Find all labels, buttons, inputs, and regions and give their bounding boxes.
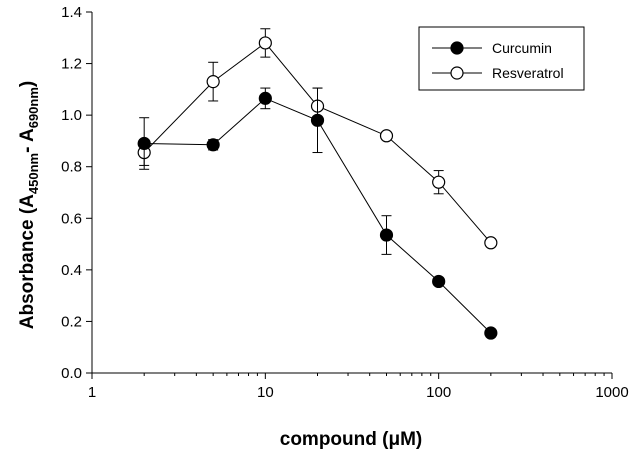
x-axis: 1 10 100 1000	[88, 373, 629, 401]
data-point-resveratrol	[484, 236, 498, 250]
legend-label-curcumin: Curcumin	[492, 40, 552, 56]
y-tick-label: 0.8	[61, 159, 82, 176]
data-point-resveratrol	[379, 129, 394, 143]
data-point-curcumin	[379, 228, 394, 242]
legend-marker-resveratrol	[450, 66, 464, 80]
data-point-curcumin	[206, 138, 220, 152]
x-tick-label: 10	[257, 384, 274, 401]
y-axis-title-main: Absorbance (A	[17, 194, 38, 329]
data-point-resveratrol	[206, 75, 220, 89]
y-axis-title-sub2: 690nm	[26, 87, 41, 128]
legend-box	[418, 26, 585, 91]
x-axis-title: compound (μM)	[280, 429, 422, 450]
y-tick-label: 1.2	[61, 56, 82, 73]
x-tick-label: 1000	[595, 384, 628, 401]
legend-label-resveratrol: Resveratrol	[492, 65, 564, 81]
y-tick-label: 0.6	[61, 210, 82, 227]
x-tick-label: 1	[88, 384, 96, 401]
y-tick-label: 0.2	[61, 313, 82, 330]
data-point-resveratrol	[258, 36, 272, 50]
plot-frame	[91, 12, 612, 374]
series-curcumin	[137, 87, 498, 340]
y-axis-title-sub1: 450nm	[26, 153, 41, 194]
data-point-curcumin	[137, 136, 151, 151]
y-tick-label: 0.0	[61, 365, 82, 382]
data-point-curcumin	[258, 91, 272, 105]
legend: Curcumin Resveratrol	[418, 26, 585, 91]
y-axis-title: Absorbance (A450nm- A690nm)	[17, 81, 41, 330]
x-tick-label: 100	[426, 384, 451, 401]
data-point-curcumin	[310, 113, 325, 127]
data-point-resveratrol	[432, 175, 446, 189]
y-axis: 0.0 0.2 0.4 0.6 0.8 1.0 1.2 1.4	[61, 4, 92, 382]
y-axis-title-end: )	[17, 81, 38, 87]
data-point-curcumin	[484, 326, 498, 340]
data-point-curcumin	[432, 274, 446, 289]
y-tick-label: 0.4	[61, 262, 82, 279]
legend-marker-curcumin	[450, 41, 464, 55]
y-tick-label: 1.0	[61, 107, 82, 124]
y-axis-title-mid: - A	[17, 128, 38, 153]
series-layer	[137, 28, 498, 340]
y-tick-label: 1.4	[61, 4, 82, 21]
